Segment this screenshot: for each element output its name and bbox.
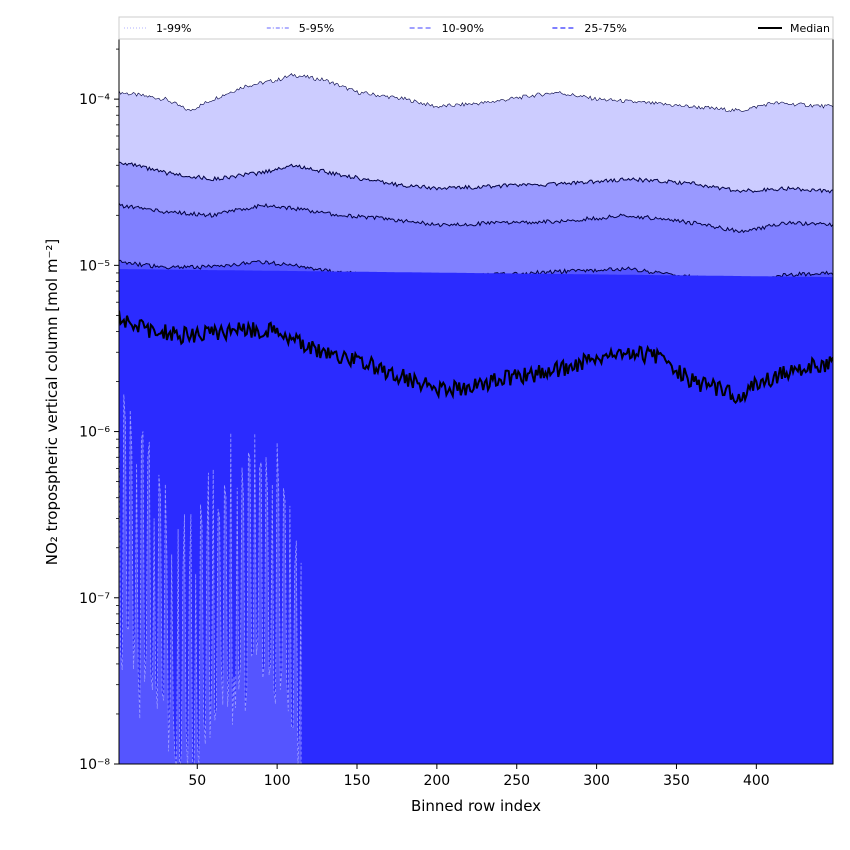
x-tick-label: 100 — [264, 773, 291, 789]
y-tick-label: 10⁻⁷ — [79, 591, 110, 607]
legend-label: 25-75% — [584, 22, 626, 35]
legend-label: 1-99% — [156, 22, 191, 35]
y-tick-label: 10⁻⁶ — [79, 425, 110, 441]
x-tick-label: 50 — [188, 773, 206, 789]
legend-frame — [118, 16, 834, 40]
median-line — [119, 310, 833, 405]
legend-label: Median — [790, 22, 830, 35]
x-tick-label: 350 — [663, 773, 690, 789]
x-axis-label: Binned row index — [411, 797, 541, 815]
x-axis: 50 100 150 200 250 300 350 400 — [188, 764, 770, 789]
legend: 1-99% 5-95% 10-90% 25-75% Median — [118, 16, 834, 40]
y-tick-label: 10⁻⁴ — [79, 92, 110, 108]
band-edge-1-99- — [119, 73, 833, 112]
x-tick-label: 150 — [344, 773, 371, 789]
band-edge-5-95- — [119, 161, 833, 194]
x-tick-label: 400 — [743, 773, 770, 789]
x-tick-label: 250 — [503, 773, 530, 789]
x-tick-label: 200 — [423, 773, 450, 789]
y-axis: 10⁻⁸ 10⁻⁷ 10⁻⁶ 10⁻⁵ 10⁻⁴ — [79, 48, 119, 773]
x-tick-label: 300 — [583, 773, 610, 789]
y-axis-label: NO₂ tropospheric vertical column [mol m⁻… — [43, 239, 61, 565]
band-edge-10-90- — [119, 202, 833, 234]
y-tick-label: 10⁻⁵ — [79, 258, 110, 274]
legend-label: 5-95% — [299, 22, 334, 35]
band-inner — [119, 269, 833, 764]
plot-area — [119, 73, 833, 764]
y-tick-label: 10⁻⁸ — [79, 757, 110, 773]
lower-tail-region — [119, 394, 302, 764]
legend-label: 10-90% — [442, 22, 484, 35]
